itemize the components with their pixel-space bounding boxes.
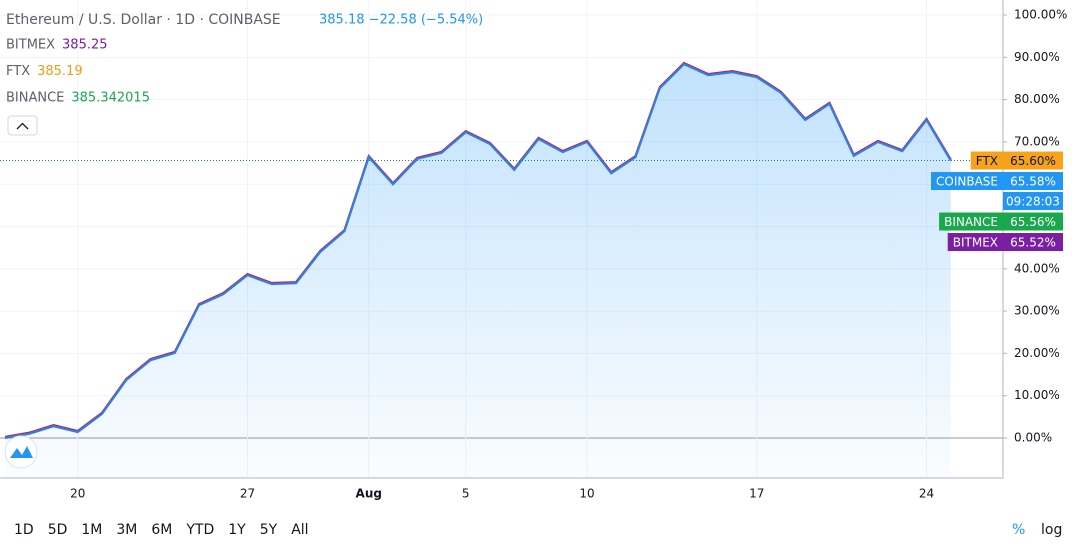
price-tag-name-bg bbox=[931, 172, 1003, 191]
compare-price: 385.19 bbox=[37, 64, 83, 79]
y-tick-label: 30.00% bbox=[1014, 304, 1060, 318]
y-tick-label: 90.00% bbox=[1014, 50, 1060, 64]
price-tag-name: COINBASE bbox=[936, 175, 998, 189]
price-tag-value-bg bbox=[1003, 172, 1063, 191]
price-tag-name-bg bbox=[939, 212, 1003, 231]
price-tag-value: 65.60% bbox=[1010, 154, 1056, 168]
x-tick-label: 24 bbox=[919, 487, 934, 501]
labels: 0.00%10.00%20.00%30.00%40.00%50.00%60.00… bbox=[70, 8, 1067, 501]
x-tick-label: Aug bbox=[356, 487, 382, 501]
y-tick-label: 40.00% bbox=[1014, 261, 1060, 275]
symbol-quote: 385.18 −22.58 (−5.54%) bbox=[319, 13, 483, 28]
scale-mode-button[interactable]: log bbox=[1041, 522, 1062, 538]
price-tag-name-bg bbox=[970, 151, 1003, 170]
collapse-button[interactable] bbox=[7, 115, 38, 136]
price-tag-name-bg bbox=[947, 233, 1003, 252]
x-tick-label: 5 bbox=[462, 487, 470, 501]
y-tick-label: 0.00% bbox=[1014, 430, 1052, 444]
logo[interactable] bbox=[4, 435, 38, 469]
price-tag-value: 65.56% bbox=[1010, 215, 1056, 229]
range-button[interactable]: 5D bbox=[48, 522, 68, 538]
price-tag-value: 65.52% bbox=[1010, 236, 1056, 250]
range-button[interactable]: 3M bbox=[116, 522, 137, 538]
symbol-title: Ethereum / U.S. Dollar · 1D · COINBASE bbox=[6, 12, 281, 28]
price-tag-name: BINANCE bbox=[944, 215, 998, 229]
price-tag: COINBASE 65.58% 09:28:03 bbox=[931, 172, 1063, 211]
range-button[interactable]: 1D bbox=[14, 522, 34, 538]
compare-name: FTX bbox=[6, 64, 30, 79]
compare-price: 385.342015 bbox=[71, 91, 150, 106]
range-button[interactable]: 5Y bbox=[260, 522, 278, 538]
range-button[interactable]: 1M bbox=[81, 522, 102, 538]
compare-price: 385.25 bbox=[62, 38, 108, 53]
price-tag-name: FTX bbox=[976, 154, 998, 168]
scale-mode-button[interactable]: % bbox=[1012, 522, 1025, 538]
range-button[interactable]: All bbox=[291, 522, 308, 538]
range-button[interactable]: 6M bbox=[151, 522, 172, 538]
plot bbox=[0, 61, 1003, 478]
price-tag-value: 65.58% bbox=[1010, 175, 1056, 189]
y-tick-label: 10.00% bbox=[1014, 388, 1060, 402]
countdown: 09:28:03 bbox=[1006, 195, 1060, 209]
range-button[interactable]: 1Y bbox=[228, 522, 246, 538]
price-tag-name: BITMEX bbox=[953, 236, 998, 250]
x-tick-label: 17 bbox=[749, 487, 764, 501]
y-tick-label: 20.00% bbox=[1014, 346, 1060, 360]
range-button[interactable]: YTD bbox=[185, 522, 214, 538]
area bbox=[5, 64, 951, 478]
x-tick-label: 27 bbox=[240, 487, 255, 501]
y-tick-label: 80.00% bbox=[1014, 92, 1060, 106]
y-tick-label: 70.00% bbox=[1014, 134, 1060, 148]
price-tag: BITMEX 65.52% bbox=[947, 233, 1063, 252]
collapse-icon bbox=[16, 122, 29, 130]
price-tag-value-bg bbox=[1003, 151, 1063, 170]
line bbox=[4, 62, 952, 440]
price-tag-value-bg bbox=[1003, 212, 1063, 231]
x-tick-label: 20 bbox=[70, 487, 85, 501]
y-tick-label: 100.00% bbox=[1014, 8, 1067, 22]
price-tag: FTX 65.60% bbox=[970, 151, 1063, 170]
logo-mark bbox=[10, 446, 33, 458]
compare-name: BITMEX bbox=[6, 38, 55, 53]
price-tag-value-bg bbox=[1003, 233, 1063, 252]
compare-name: BINANCE bbox=[6, 91, 64, 106]
countdown-bg bbox=[1003, 192, 1063, 211]
x-tick-label: 10 bbox=[579, 487, 594, 501]
price-tag: BINANCE 65.56% bbox=[939, 212, 1063, 231]
